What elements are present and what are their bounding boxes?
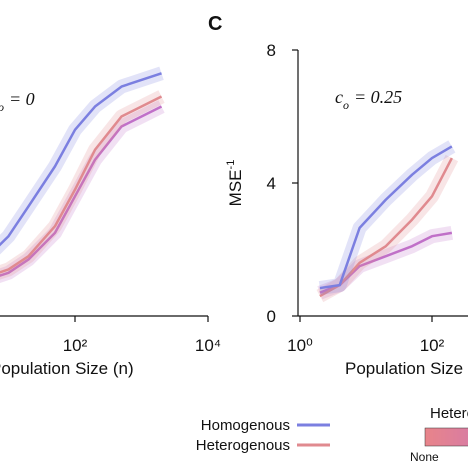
x-tick-label: 10⁴ — [195, 336, 221, 355]
x-axis-label: Population Size (n) — [345, 359, 468, 378]
annotation: co = 0.25 — [335, 87, 402, 112]
legend-label: Homogenous — [201, 417, 290, 434]
series-line — [0, 72, 162, 247]
annotation-sub: o — [343, 98, 349, 112]
series-line — [319, 145, 453, 290]
x-tick-label: 10⁰ — [287, 336, 313, 355]
annotation-symbol: c — [335, 87, 343, 107]
colorbar-min: None — [410, 450, 439, 464]
panel-label: C — [208, 13, 222, 35]
annotation-value: = 0 — [9, 89, 35, 109]
y-tick-label: 8 — [267, 41, 276, 60]
x-axis-label-text: Population Size (n) — [345, 359, 468, 378]
y-axis-label-sup: -1 — [225, 160, 237, 170]
annotation: co= 0 — [0, 89, 35, 114]
x-axis-label: Population Size (n) — [0, 359, 134, 378]
y-axis-label-text: MSE — [226, 169, 245, 206]
colorbar-title: Heterogeneity — [430, 405, 468, 422]
annotation-sub: o — [0, 100, 4, 114]
series-line — [0, 95, 163, 274]
annotation-value: = 0.25 — [354, 87, 402, 107]
x-axis-label-text: Population Size (n) — [0, 359, 134, 378]
x-tick-label: 10² — [63, 336, 88, 355]
legend-label: Heterogenous — [196, 437, 290, 454]
y-tick-label: 4 — [267, 174, 276, 193]
y-tick-label: 0 — [267, 307, 276, 326]
series-line — [0, 105, 163, 277]
colorbar — [424, 427, 468, 447]
y-axis-label: MSE-1 — [225, 160, 245, 207]
confidence-band — [318, 140, 456, 295]
x-tick-label: 10² — [420, 336, 445, 355]
